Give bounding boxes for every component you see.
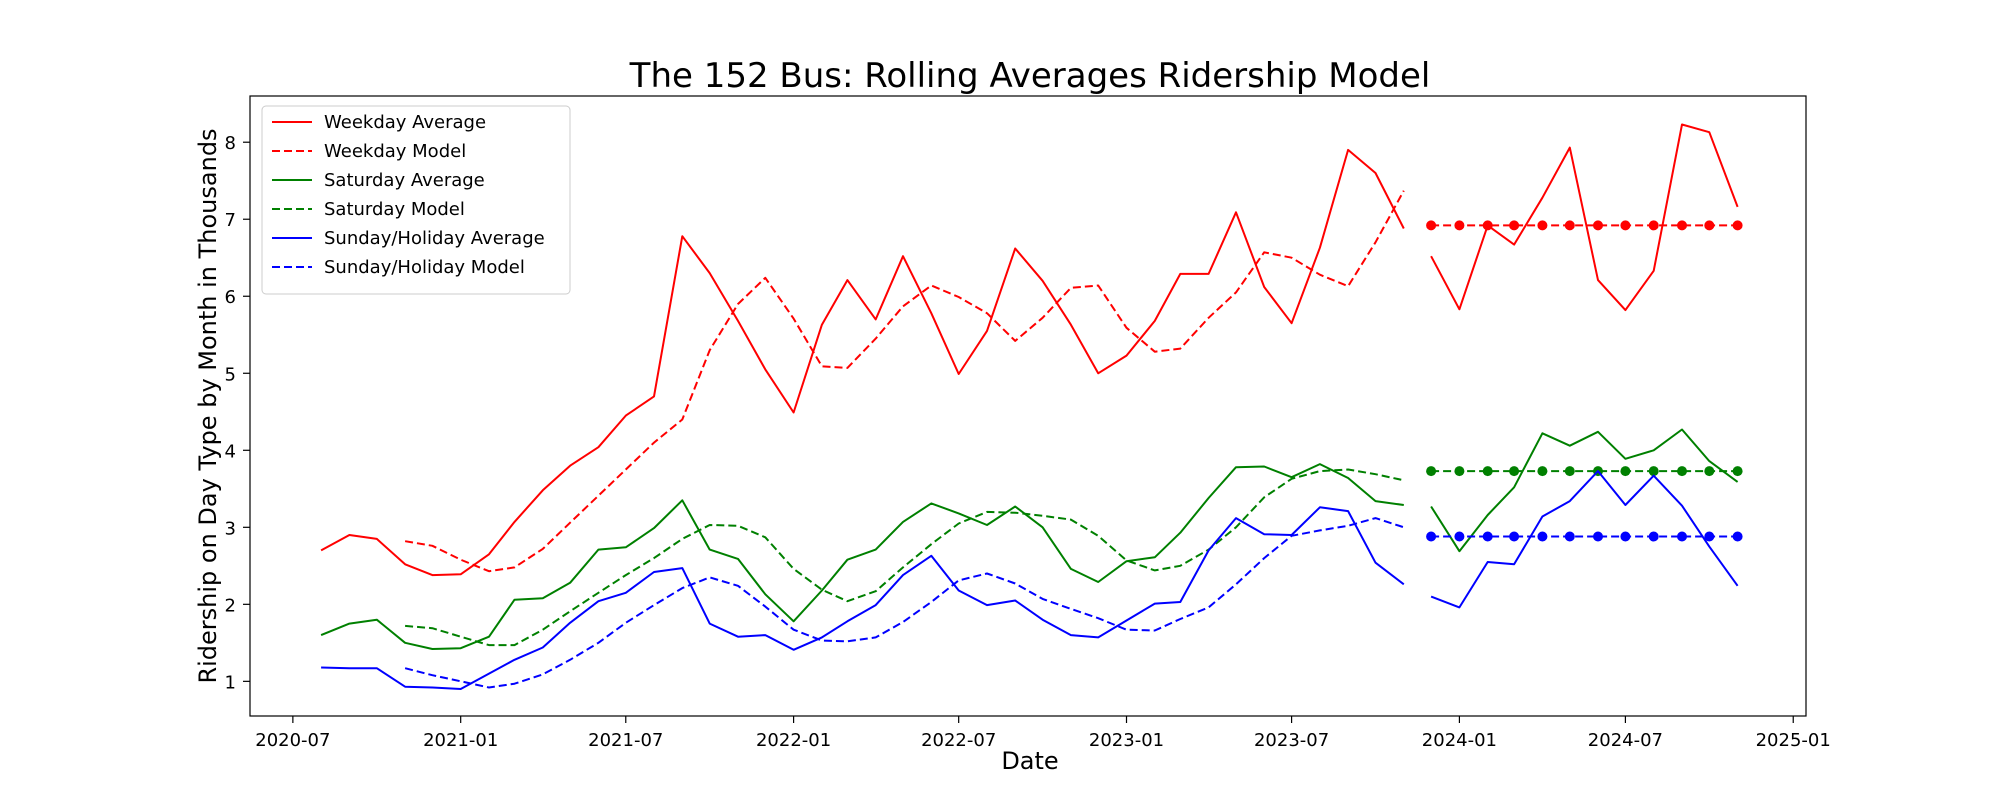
series-marker <box>1704 466 1715 477</box>
legend-label: Saturday Average <box>324 170 485 191</box>
series-marker <box>1677 220 1687 231</box>
series-line <box>321 506 1405 690</box>
x-tick-label: 2023-07 <box>1254 730 1329 751</box>
series-marker <box>1482 531 1493 542</box>
series-marker <box>1593 220 1603 231</box>
y-axis: 1 2 3 4 5 6 7 8 <box>225 133 250 693</box>
plot-area <box>320 123 1743 690</box>
series-line <box>1430 470 1739 609</box>
series-marker <box>1648 466 1659 477</box>
x-tick-label: 2023-01 <box>1089 730 1164 751</box>
series-marker <box>1564 531 1575 542</box>
series-line <box>405 468 1405 647</box>
series-marker <box>1426 466 1437 477</box>
y-tick-label: 4 <box>225 441 236 462</box>
y-tick-label: 6 <box>225 287 236 308</box>
x-tick-label: 2022-01 <box>756 730 831 751</box>
series-marker <box>1454 531 1465 542</box>
series-marker <box>1482 466 1493 477</box>
chart-title: The 152 Bus: Rolling Averages Ridership … <box>629 56 1431 96</box>
series-marker <box>1509 531 1520 542</box>
x-axis: 2020-07 2021-01 2021-07 2022-01 2022-07 2023-… <box>255 716 1831 751</box>
legend-label: Weekday Model <box>324 141 466 162</box>
series-marker <box>1509 466 1520 477</box>
series-marker <box>1593 531 1603 542</box>
series-marker <box>1620 220 1631 231</box>
x-tick-label: 2025-01 <box>1756 730 1831 751</box>
series-line <box>1430 428 1739 553</box>
x-tick-label: 2022-07 <box>921 730 996 751</box>
series-marker <box>1426 531 1437 542</box>
series-marker <box>1620 531 1631 542</box>
series-marker <box>1564 466 1575 477</box>
series-marker <box>1537 531 1548 542</box>
series-marker <box>1648 220 1659 231</box>
series-marker <box>1454 466 1465 477</box>
series-marker <box>1509 220 1520 231</box>
y-tick-label: 7 <box>225 210 236 231</box>
series-line <box>320 463 1404 650</box>
legend-box <box>261 105 571 295</box>
y-tick-label: 2 <box>225 595 236 616</box>
axes-frame <box>249 95 1807 717</box>
series-marker <box>1537 466 1548 477</box>
y-tick-label: 1 <box>225 672 236 693</box>
series-marker <box>1732 531 1743 542</box>
legend-label: Saturday Model <box>324 199 465 220</box>
legend-label: Sunday/Holiday Average <box>324 228 545 249</box>
legend-label: Sunday/Holiday Model <box>324 257 525 278</box>
x-axis-label: Date <box>1001 747 1058 775</box>
series-line <box>320 148 1405 577</box>
series-marker <box>1454 220 1465 231</box>
series-line <box>1430 123 1739 312</box>
series-marker <box>1704 220 1715 231</box>
x-tick-label: 2024-01 <box>1422 730 1497 751</box>
series-marker <box>1426 220 1437 231</box>
y-tick-label: 5 <box>225 364 236 385</box>
x-tick-label: 2020-07 <box>255 730 330 751</box>
series-marker <box>1482 220 1493 231</box>
series-marker <box>1677 531 1687 542</box>
series-marker <box>1564 220 1575 231</box>
y-tick-label: 8 <box>225 133 236 154</box>
series-line <box>404 190 1405 573</box>
x-tick-label: 2021-07 <box>588 730 663 751</box>
y-tick-label: 3 <box>225 518 236 539</box>
series-marker <box>1732 220 1743 231</box>
series-marker <box>1620 466 1631 477</box>
series-marker <box>1732 466 1743 477</box>
x-tick-label: 2024-07 <box>1588 730 1663 751</box>
series-marker <box>1537 220 1548 231</box>
y-axis-label: Ridership on Day Type by Month in Thousa… <box>194 128 222 683</box>
legend-label: Weekday Average <box>324 112 486 133</box>
series-marker <box>1704 531 1715 542</box>
series-marker <box>1648 531 1659 542</box>
x-tick-label: 2021-01 <box>423 730 498 751</box>
series-marker <box>1677 466 1687 477</box>
series-line <box>404 517 1405 689</box>
legend: Weekday Average Weekday Model Saturday Ave… <box>261 105 571 295</box>
